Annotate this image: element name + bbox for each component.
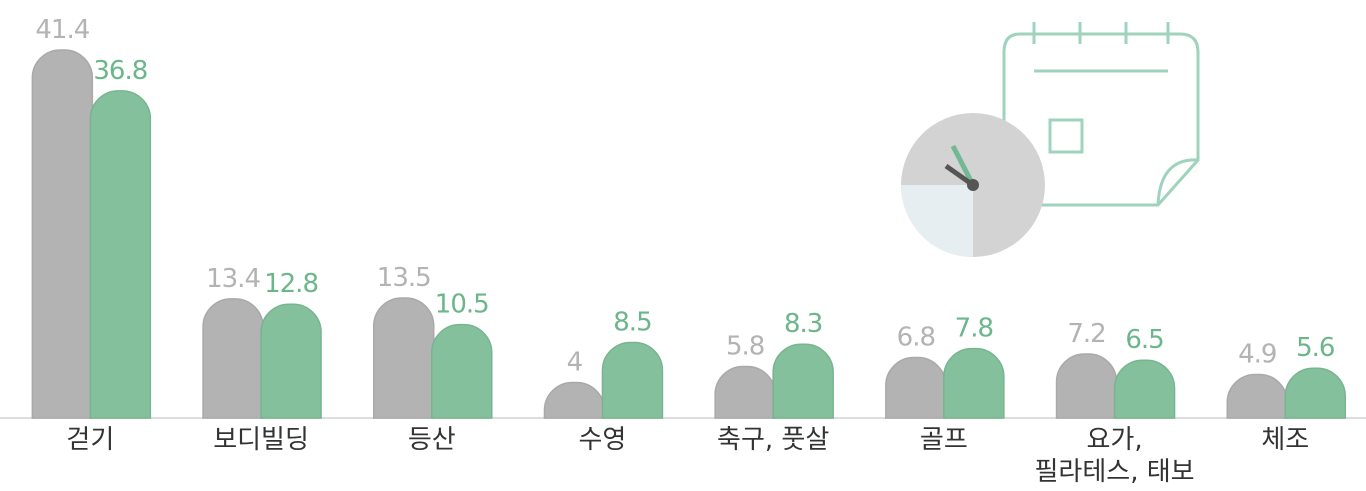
bar	[89, 90, 152, 419]
bar	[885, 356, 947, 419]
bar	[543, 381, 606, 419]
value-label: 8.3	[784, 309, 822, 339]
value-label: 5.8	[726, 331, 764, 361]
bar	[714, 365, 776, 419]
value-label: 10.5	[435, 290, 489, 320]
bar	[601, 341, 664, 419]
bar	[772, 343, 834, 419]
value-label: 36.8	[93, 56, 147, 86]
bar	[431, 323, 493, 419]
x-tick-label: 골프	[919, 425, 968, 455]
bar	[31, 49, 94, 419]
bar	[373, 297, 435, 419]
illustration	[901, 22, 1200, 257]
bar	[260, 303, 322, 419]
x-tick-label: 축구, 풋살	[717, 425, 830, 455]
value-label: 4	[567, 347, 583, 377]
value-label: 6.8	[897, 323, 935, 353]
x-tick-label: 등산	[407, 425, 456, 455]
x-tick-label: 보디빌딩	[213, 425, 309, 455]
value-label: 4.9	[1238, 339, 1276, 369]
value-label: 8.5	[613, 307, 651, 337]
bar	[1226, 373, 1288, 419]
bar	[1284, 367, 1346, 419]
bar	[1113, 359, 1176, 419]
x-tick-label: 요가, 필라테스, 태보	[1034, 425, 1195, 487]
value-label: 7.2	[1067, 319, 1105, 349]
value-label: 6.5	[1125, 325, 1163, 355]
x-tick-label: 체조	[1261, 425, 1310, 455]
value-label: 13.5	[377, 263, 431, 293]
value-label: 13.4	[206, 264, 260, 294]
bar	[1055, 353, 1118, 419]
x-tick-label: 수영	[578, 425, 627, 455]
x-tick-label: 걷기	[66, 425, 115, 455]
value-label: 12.8	[264, 269, 318, 299]
value-label: 41.4	[35, 15, 89, 45]
bar	[943, 347, 1005, 419]
bar	[202, 298, 264, 419]
value-label: 7.8	[955, 314, 993, 344]
value-label: 5.6	[1296, 333, 1334, 363]
